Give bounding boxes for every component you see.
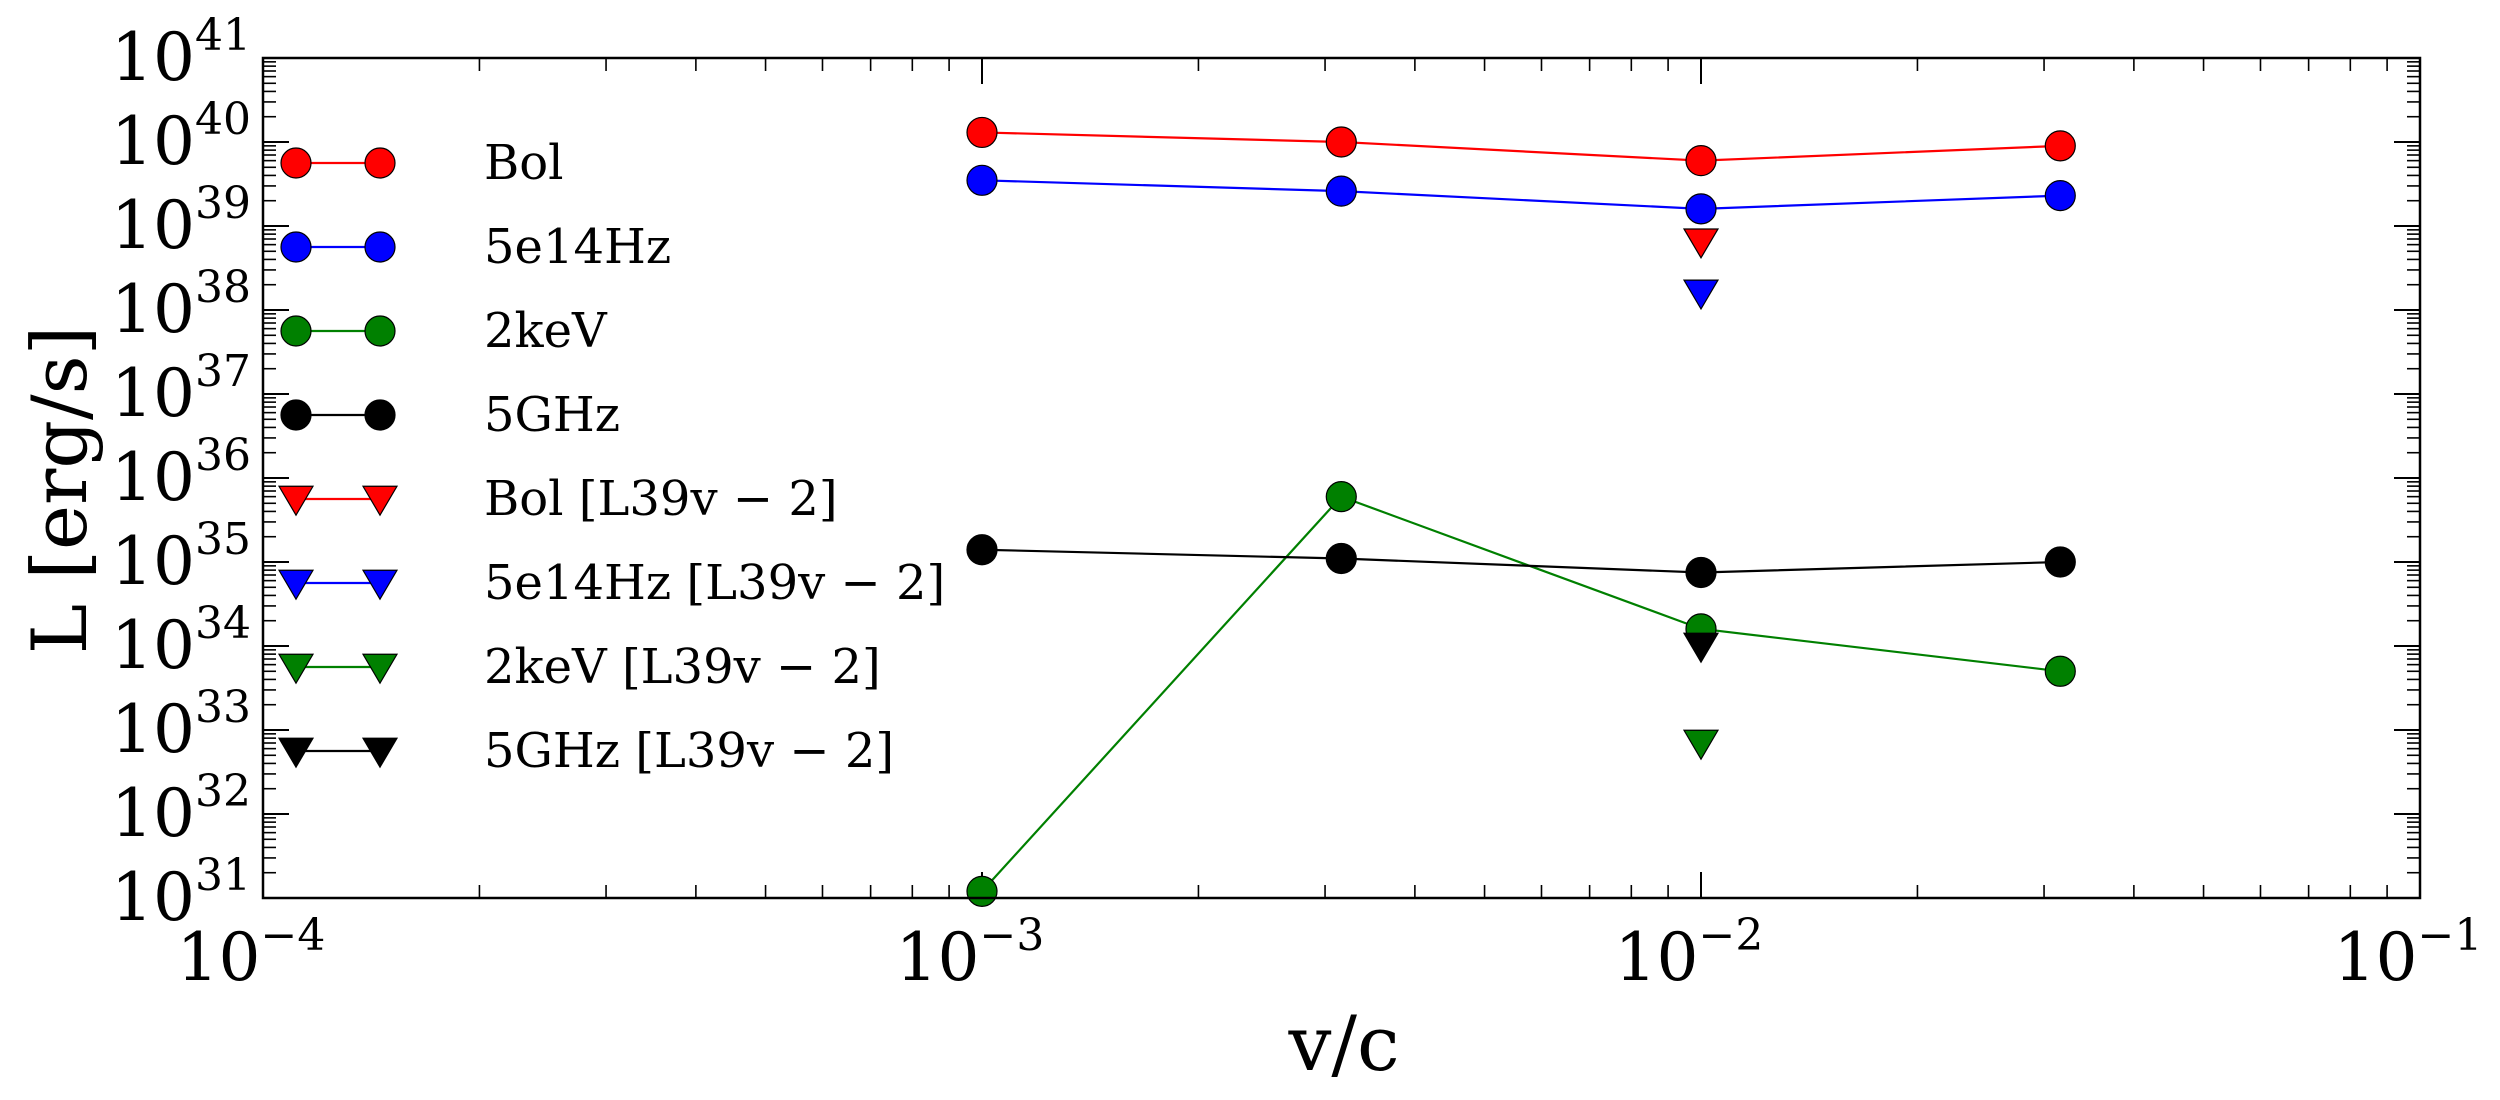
data-point — [966, 875, 998, 907]
legend-marker — [277, 485, 315, 517]
plot-frame — [261, 56, 2422, 900]
y-tick-label: 1036 — [111, 430, 251, 516]
y-tick-label: 1039 — [111, 178, 251, 264]
data-point — [2044, 130, 2076, 162]
legend-label: 2keV [L39v − 2] — [484, 639, 881, 695]
legend-label: 5GHz [L39v − 2] — [484, 723, 894, 779]
legend-marker — [280, 315, 312, 347]
y-tick-labels: 1031103210331034103510361037103810391040… — [111, 10, 251, 936]
legend: Bol 5e14Hz 2keV 5GHz Bol [L39v − 2] 5e14Hz [L… — [277, 135, 945, 779]
legend-marker — [364, 231, 396, 263]
y-axis-label: L [erg/s] — [15, 326, 104, 655]
data-point — [1682, 729, 1720, 761]
data-point — [966, 534, 998, 566]
legend-marker — [280, 147, 312, 179]
data-point — [1685, 193, 1717, 225]
series-line — [981, 548, 2061, 574]
legend-marker — [361, 653, 399, 685]
legend-marker — [361, 569, 399, 601]
x-axis-label: v/c — [1287, 999, 1399, 1088]
legend-entry: 5GHz — [280, 387, 620, 443]
series-lines — [981, 131, 2061, 893]
y-tick-label: 1033 — [111, 682, 251, 768]
legend-entry: 5e14Hz [L39v − 2] — [277, 555, 945, 611]
legend-label: Bol — [484, 135, 564, 191]
legend-marker — [364, 315, 396, 347]
legend-entry: Bol [L39v − 2] — [277, 471, 838, 527]
x-tick-label: 10−4 — [177, 910, 326, 996]
data-point — [2044, 546, 2076, 578]
data-point — [1682, 228, 1720, 260]
series-markers — [966, 116, 2076, 907]
data-point — [966, 164, 998, 196]
data-point — [1682, 632, 1720, 664]
y-tick-label: 1037 — [111, 346, 251, 432]
data-point — [1325, 175, 1357, 207]
data-point — [1682, 279, 1720, 311]
data-point — [2044, 180, 2076, 212]
y-tick-label: 1038 — [111, 262, 251, 348]
ticks-layer — [262, 57, 2421, 899]
legend-marker — [364, 147, 396, 179]
legend-entry: 5e14Hz — [280, 219, 671, 275]
x-tick-label: 10−2 — [1615, 910, 1764, 996]
legend-marker — [361, 485, 399, 517]
legend-entry: 2keV [L39v − 2] — [277, 639, 881, 695]
legend-marker — [280, 231, 312, 263]
legend-marker — [277, 653, 315, 685]
legend-marker — [277, 737, 315, 769]
legend-entry: 5GHz [L39v − 2] — [277, 723, 894, 779]
y-tick-label: 1041 — [111, 10, 251, 96]
legend-label: 5e14Hz [L39v − 2] — [484, 555, 945, 611]
y-tick-label: 1031 — [111, 850, 251, 936]
legend-label: 2keV — [484, 303, 608, 359]
legend-marker — [277, 569, 315, 601]
data-point — [1685, 145, 1717, 177]
legend-entry: Bol — [280, 135, 564, 191]
data-point — [2044, 655, 2076, 687]
data-point — [1325, 126, 1357, 158]
legend-marker — [280, 399, 312, 431]
x-tick-label: 10−3 — [896, 910, 1045, 996]
x-tick-labels: 10−4 10−3 10−2 10−1 — [177, 910, 2483, 996]
legend-marker — [364, 399, 396, 431]
series-line — [981, 495, 2061, 893]
y-tick-label: 1034 — [111, 598, 251, 684]
legend-marker — [361, 737, 399, 769]
legend-label: 5GHz — [484, 387, 620, 443]
data-point — [1325, 542, 1357, 575]
y-tick-label: 1032 — [111, 766, 251, 852]
legend-label: 5e14Hz — [484, 219, 671, 275]
legend-entry: 2keV — [280, 303, 608, 359]
y-tick-label: 1040 — [111, 94, 251, 180]
x-tick-label: 10−1 — [2334, 910, 2483, 996]
data-point — [1685, 556, 1717, 589]
series-line — [981, 179, 2061, 210]
legend-label: Bol [L39v − 2] — [484, 471, 838, 527]
data-point — [1325, 481, 1357, 513]
y-tick-label: 1035 — [111, 514, 251, 600]
series-line — [981, 131, 2061, 162]
data-point — [966, 116, 998, 149]
